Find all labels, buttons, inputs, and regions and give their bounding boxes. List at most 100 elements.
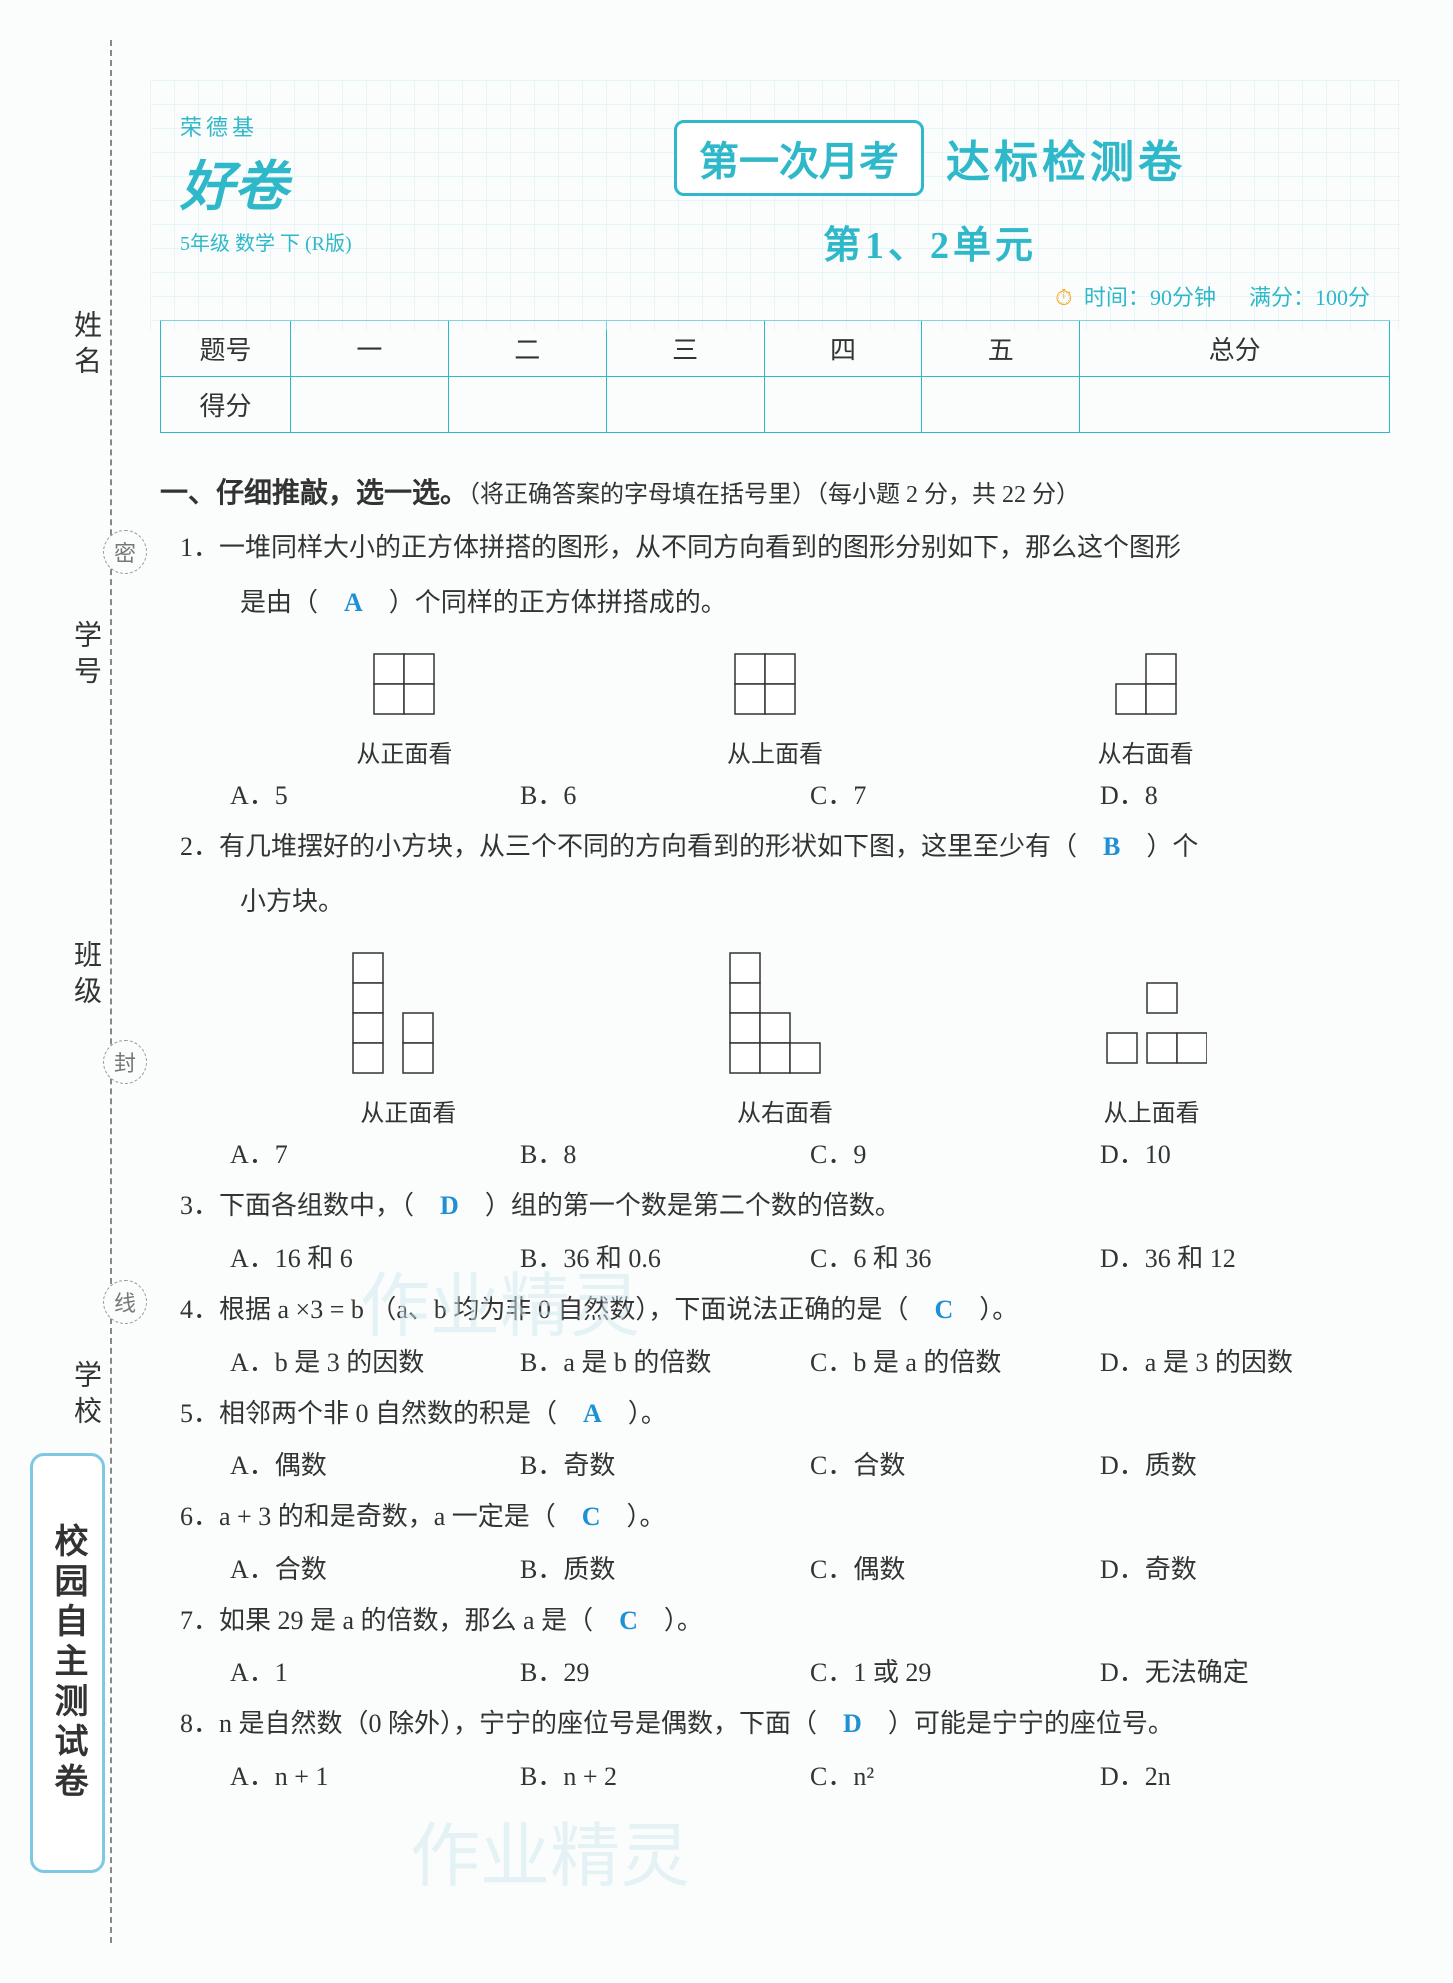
option: A．b 是 3 的因数 [230, 1342, 520, 1379]
q-num: 8． [180, 1709, 219, 1738]
table-row: 得分 [161, 377, 1390, 433]
figure-caption: 从上面看 [725, 734, 825, 769]
label-student-id: 学号 [65, 620, 105, 692]
q2-figures: 从正面看 从右面看 从上面看 [220, 943, 1330, 1128]
seal-mark-2: 封 [103, 1040, 147, 1084]
option: C．偶数 [810, 1549, 1100, 1586]
fullscore-value: 100分 [1315, 285, 1370, 310]
option: D．10 [1100, 1134, 1390, 1171]
sidebar: 姓名 学号 班级 学校 密 封 线 校园自主测试卷 [15, 0, 110, 1983]
option: A．7 [230, 1134, 520, 1171]
option: C．1 或 29 [810, 1652, 1100, 1689]
title-subtitle: 第1、2单元 [520, 214, 1340, 269]
q-answer: D [843, 1709, 862, 1738]
q8-options: A．n + 1 B．n + 2 C．n² D．2n [230, 1756, 1390, 1793]
score-cell[interactable] [1080, 377, 1390, 433]
figure-caption: 从右面看 [720, 1093, 850, 1128]
q6-options: A．合数 B．质数 C．偶数 D．奇数 [230, 1549, 1390, 1586]
figure-caption: 从右面看 [1098, 734, 1194, 769]
q-answer: A [344, 588, 363, 617]
q-text: 下面各组数中，（ [219, 1191, 440, 1220]
figure-caption: 从正面看 [356, 734, 452, 769]
q-text: 一堆同样大小的正方体拼搭的图形，从不同方向看到的图形分别如下，那么这个图形 [219, 533, 1181, 562]
q-num: 3． [180, 1191, 219, 1220]
score-row-label: 得分 [161, 377, 291, 433]
q-num: 2． [180, 832, 219, 861]
q-answer: A [583, 1399, 602, 1428]
time-info: ⏱ 时间：90分钟 满分：100分 [1055, 280, 1370, 312]
option: D．8 [1100, 775, 1390, 812]
clock-icon: ⏱ [1055, 285, 1072, 310]
option: A．n + 1 [230, 1756, 520, 1793]
content-area: 荣德基 好卷 5年级 数学 下 (R版) 第一次月考 达标检测卷 第1、2单元 … [160, 110, 1390, 1793]
fullscore-label: 满分： [1249, 285, 1315, 310]
question-4: 4．根据 a ×3 = b （a、b 均为非 0 自然数），下面说法正确的是（ … [180, 1283, 1390, 1338]
option: D．无法确定 [1100, 1652, 1390, 1689]
q-text: 是由（ [240, 588, 344, 617]
option: C．合数 [810, 1445, 1100, 1482]
brand-logo: 好卷 [180, 142, 352, 221]
label-school: 学校 [65, 1360, 105, 1432]
q4-options: A．b 是 3 的因数 B．a 是 b 的倍数 C．b 是 a 的倍数 D．a … [230, 1342, 1390, 1379]
score-cell[interactable] [291, 377, 449, 433]
title-block: 第一次月考 达标检测卷 第1、2单元 [520, 120, 1340, 269]
question-5: 5．相邻两个非 0 自然数的积是（ A ）。 [180, 1387, 1390, 1442]
option: B．6 [520, 775, 810, 812]
q-num: 4． [180, 1295, 219, 1324]
option: C．9 [810, 1134, 1100, 1171]
question-1: 1．一堆同样大小的正方体拼搭的图形，从不同方向看到的图形分别如下，那么这个图形 … [180, 521, 1390, 630]
option: B．8 [520, 1134, 810, 1171]
option: B．质数 [520, 1549, 810, 1586]
q-text: 如果 29 是 a 的倍数，那么 a 是（ [219, 1606, 619, 1635]
score-cell[interactable] [764, 377, 922, 433]
q3-options: A．16 和 6 B．36 和 0.6 C．6 和 36 D．36 和 12 [230, 1238, 1390, 1275]
time-value: 90分钟 [1150, 285, 1216, 310]
figure: 从正面看 [356, 644, 452, 769]
option: B．n + 2 [520, 1756, 810, 1793]
figure-caption: 从正面看 [343, 1093, 473, 1128]
section-title-sub: （将正确答案的字母填在括号里）（每小题 2 分，共 22 分） [468, 482, 1080, 508]
q-text: n 是自然数（0 除外），宁宁的座位号是偶数，下面（ [219, 1709, 843, 1738]
option: B．奇数 [520, 1445, 810, 1482]
sidebar-badge-text: 校园自主测试卷 [43, 1523, 92, 1803]
q-text: 有几堆摆好的小方块，从三个不同的方向看到的形状如下图，这里至少有（ [219, 832, 1103, 861]
figure: 从右面看 [1098, 644, 1194, 769]
option: C．n² [810, 1756, 1100, 1793]
option: D．奇数 [1100, 1549, 1390, 1586]
q-text: ）。 [953, 1295, 1018, 1324]
score-cell[interactable] [448, 377, 606, 433]
option: A．合数 [230, 1549, 520, 1586]
q1-figures: 从正面看 从上面看 从右面看 [220, 644, 1330, 769]
option: A．5 [230, 775, 520, 812]
seal-mark-1: 密 [103, 530, 147, 574]
q-text: a + 3 的和是奇数，a 一定是（ [219, 1502, 582, 1531]
question-8: 8．n 是自然数（0 除外），宁宁的座位号是偶数，下面（ D ）可能是宁宁的座位… [180, 1697, 1390, 1752]
q1-options: A．5 B．6 C．7 D．8 [230, 775, 1390, 812]
q-text: ）。 [602, 1399, 667, 1428]
score-cell[interactable] [922, 377, 1080, 433]
q7-options: A．1 B．29 C．1 或 29 D．无法确定 [230, 1652, 1390, 1689]
label-class: 班级 [65, 940, 105, 1012]
brand-block: 荣德基 好卷 5年级 数学 下 (R版) [180, 110, 352, 256]
question-3: 3．下面各组数中，（ D ）组的第一个数是第二个数的倍数。 [180, 1179, 1390, 1234]
q-answer: B [1103, 832, 1120, 861]
score-cell[interactable] [606, 377, 764, 433]
title-main: 达标检测卷 [946, 126, 1186, 190]
watermark: 作业精灵 [410, 1800, 690, 1901]
time-label: 时间： [1084, 285, 1150, 310]
q-num: 7． [180, 1606, 219, 1635]
option: D．a 是 3 的因数 [1100, 1342, 1390, 1379]
option: A．16 和 6 [230, 1238, 520, 1275]
q-text: ）可能是宁宁的座位号。 [862, 1709, 1174, 1738]
q-text: ）个同样的正方体拼搭成的。 [363, 588, 727, 617]
brand-grade: 5年级 数学 下 (R版) [180, 227, 352, 256]
seal-mark-3: 线 [103, 1280, 147, 1324]
question-7: 7．如果 29 是 a 的倍数，那么 a 是（ C ）。 [180, 1594, 1390, 1649]
q-text: ）。 [638, 1606, 703, 1635]
figure-caption: 从上面看 [1097, 1093, 1207, 1128]
option: C．b 是 a 的倍数 [810, 1342, 1100, 1379]
q5-options: A．偶数 B．奇数 C．合数 D．质数 [230, 1445, 1390, 1482]
title-badge: 第一次月考 [674, 120, 924, 196]
sidebar-badge: 校园自主测试卷 [30, 1453, 105, 1873]
section-1-title: 一、仔细推敲，选一选。（将正确答案的字母填在括号里）（每小题 2 分，共 22 … [160, 471, 1390, 511]
